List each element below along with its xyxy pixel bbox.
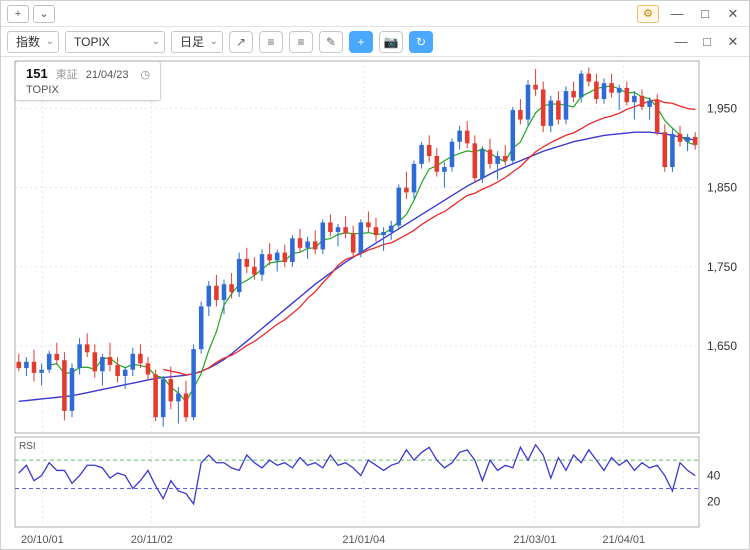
add-tab-button[interactable]: + xyxy=(7,5,29,23)
gear-icon[interactable]: ⚙ xyxy=(637,5,659,23)
clock-icon: ◷ xyxy=(141,68,151,81)
add-indicator-button[interactable]: + xyxy=(349,31,373,53)
refresh-button[interactable]: ↻ xyxy=(409,31,433,53)
chart-canvas[interactable]: 1,650 1,750 1,850 1,950 20/10/01 20/11/02 21/0… xyxy=(1,57,749,549)
window-maximize-icon[interactable]: □ xyxy=(695,6,715,21)
svg-text:40: 40 xyxy=(707,469,721,483)
popout-button[interactable]: ↗ xyxy=(229,31,253,53)
overlay-date: 21/04/23 xyxy=(86,69,129,81)
svg-text:20/10/01: 20/10/01 xyxy=(21,534,64,546)
category-select[interactable]: 指数 xyxy=(7,31,59,53)
svg-text:20/11/02: 20/11/02 xyxy=(131,534,173,546)
svg-text:RSI: RSI xyxy=(19,441,36,452)
titlebar: + ⌄ ⚙ — □ ✕ xyxy=(1,1,749,27)
symbol-select[interactable]: TOPIX xyxy=(65,31,165,53)
svg-text:20: 20 xyxy=(707,494,721,508)
svg-text:1,650: 1,650 xyxy=(707,339,737,353)
svg-text:21/03/01: 21/03/01 xyxy=(513,534,556,546)
window-close-icon[interactable]: ✕ xyxy=(723,6,743,22)
window-minimize-icon[interactable]: — xyxy=(667,6,687,21)
snapshot-button[interactable]: 📷 xyxy=(379,31,403,53)
panel-maximize-icon[interactable]: □ xyxy=(697,34,717,49)
svg-text:21/01/04: 21/01/04 xyxy=(342,534,385,546)
svg-text:1,850: 1,850 xyxy=(707,181,737,195)
symbol-overlay: 151 東証 21/04/23 ◷ TOPIX xyxy=(15,61,161,101)
tab-dropdown[interactable]: ⌄ xyxy=(33,5,55,23)
svg-text:21/04/01: 21/04/01 xyxy=(602,534,645,546)
panel-close-icon[interactable]: ✕ xyxy=(723,34,743,50)
panel-minimize-icon[interactable]: — xyxy=(671,34,691,49)
timeframe-select[interactable]: 日足 xyxy=(171,31,223,53)
overlay-exchange: 東証 xyxy=(56,66,78,82)
draw-button[interactable]: ✎ xyxy=(319,31,343,53)
overlay-name: TOPIX xyxy=(26,84,150,96)
svg-text:1,950: 1,950 xyxy=(707,101,737,115)
toolbar: 指数 TOPIX 日足 ↗ ≡ ≡ ✎ + 📷 ↻ — □ ✕ xyxy=(1,27,749,57)
svg-text:1,750: 1,750 xyxy=(707,260,737,274)
overlay-code: 151 xyxy=(26,66,48,81)
chart-area[interactable]: 1,650 1,750 1,850 1,950 20/10/01 20/11/02 21/0… xyxy=(1,57,749,549)
align-center-button[interactable]: ≡ xyxy=(289,31,313,53)
app-window: + ⌄ ⚙ — □ ✕ 指数 TOPIX 日足 ↗ ≡ ≡ ✎ + 📷 ↻ — … xyxy=(0,0,750,550)
align-left-button[interactable]: ≡ xyxy=(259,31,283,53)
